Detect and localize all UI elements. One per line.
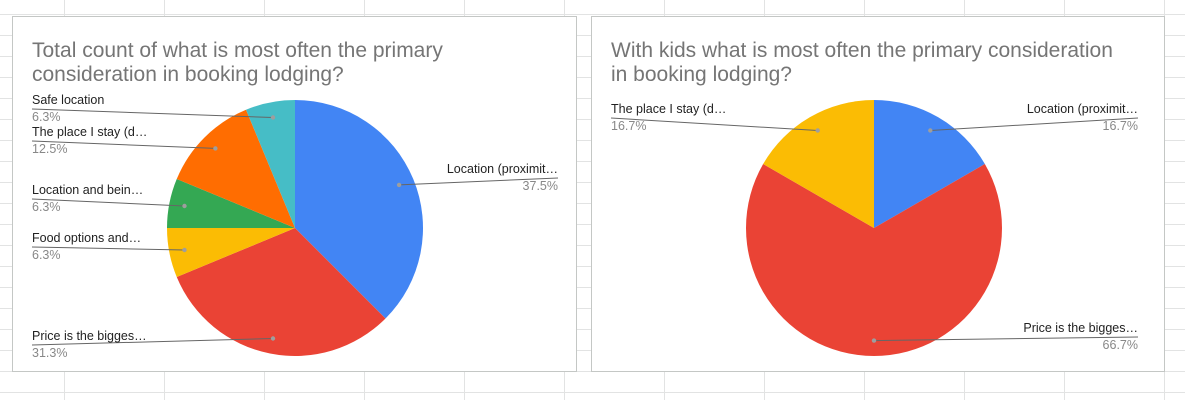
pie-chart-total[interactable]: Total count of what is most often the pr… bbox=[12, 16, 577, 372]
leader-dot bbox=[182, 247, 187, 253]
leader-dot bbox=[270, 336, 276, 341]
leader-line bbox=[31, 140, 216, 149]
leader-dot bbox=[871, 338, 877, 343]
leader-line bbox=[930, 117, 1139, 131]
slice-label: Location (proximit… bbox=[447, 162, 558, 176]
slice-label: The place I stay (d… bbox=[32, 125, 147, 139]
pie-slice[interactable] bbox=[166, 228, 295, 277]
slice-percent-label: 6.3% bbox=[32, 110, 61, 124]
slice-label: Location and bein… bbox=[32, 183, 143, 197]
pie-chart-svg: Location (proximit… 16.7% Price is the big… bbox=[610, 100, 1139, 356]
leader-dot bbox=[928, 128, 933, 133]
slice-label: Safe location bbox=[32, 93, 104, 107]
slice-label: Price is the bigges… bbox=[1023, 321, 1138, 335]
pie-slice[interactable] bbox=[167, 179, 295, 228]
slice-percent-label: 16.7% bbox=[611, 119, 646, 133]
leader-dot bbox=[213, 146, 218, 151]
leader-line bbox=[873, 336, 1139, 342]
leader-line bbox=[610, 117, 818, 131]
pie-chart-with-kids[interactable]: With kids what is most often the primary… bbox=[591, 16, 1165, 372]
leader-dot bbox=[182, 203, 187, 209]
leader-line bbox=[31, 108, 274, 118]
slice-percent-label: 37.5% bbox=[523, 179, 558, 193]
slice-percent-label: 31.3% bbox=[32, 346, 67, 360]
pie-slice[interactable] bbox=[176, 109, 295, 228]
leader-line bbox=[31, 246, 185, 251]
pie-slice[interactable] bbox=[874, 100, 985, 228]
pie-slice[interactable] bbox=[246, 100, 295, 228]
slice-percent-label: 16.7% bbox=[1103, 119, 1138, 133]
leader-line bbox=[31, 338, 274, 346]
pie-chart-svg: Location (proximit… 37.5% Price is the big… bbox=[31, 93, 559, 360]
leader-dot bbox=[396, 182, 402, 188]
slice-label: Location (proximit… bbox=[1027, 102, 1138, 116]
slice-label: The place I stay (d… bbox=[611, 102, 726, 116]
slice-label: Price is the bigges… bbox=[32, 329, 147, 343]
leader-dot bbox=[815, 128, 820, 133]
leader-dot bbox=[270, 115, 276, 120]
slice-percent-label: 6.3% bbox=[32, 248, 61, 262]
pie-slice[interactable] bbox=[763, 100, 874, 228]
slice-percent-label: 66.7% bbox=[1103, 338, 1138, 352]
leader-line bbox=[31, 198, 185, 207]
leader-line bbox=[399, 177, 559, 186]
slice-percent-label: 6.3% bbox=[32, 200, 61, 214]
pie-slice[interactable] bbox=[746, 164, 1002, 356]
pie-slice[interactable] bbox=[295, 100, 424, 319]
chart-title: Total count of what is most often the pr… bbox=[32, 39, 443, 86]
pie-slice[interactable] bbox=[176, 228, 386, 357]
slice-label: Food options and… bbox=[32, 231, 141, 245]
slice-percent-label: 12.5% bbox=[32, 142, 67, 156]
chart-title: With kids what is most often the primary… bbox=[611, 39, 1113, 86]
